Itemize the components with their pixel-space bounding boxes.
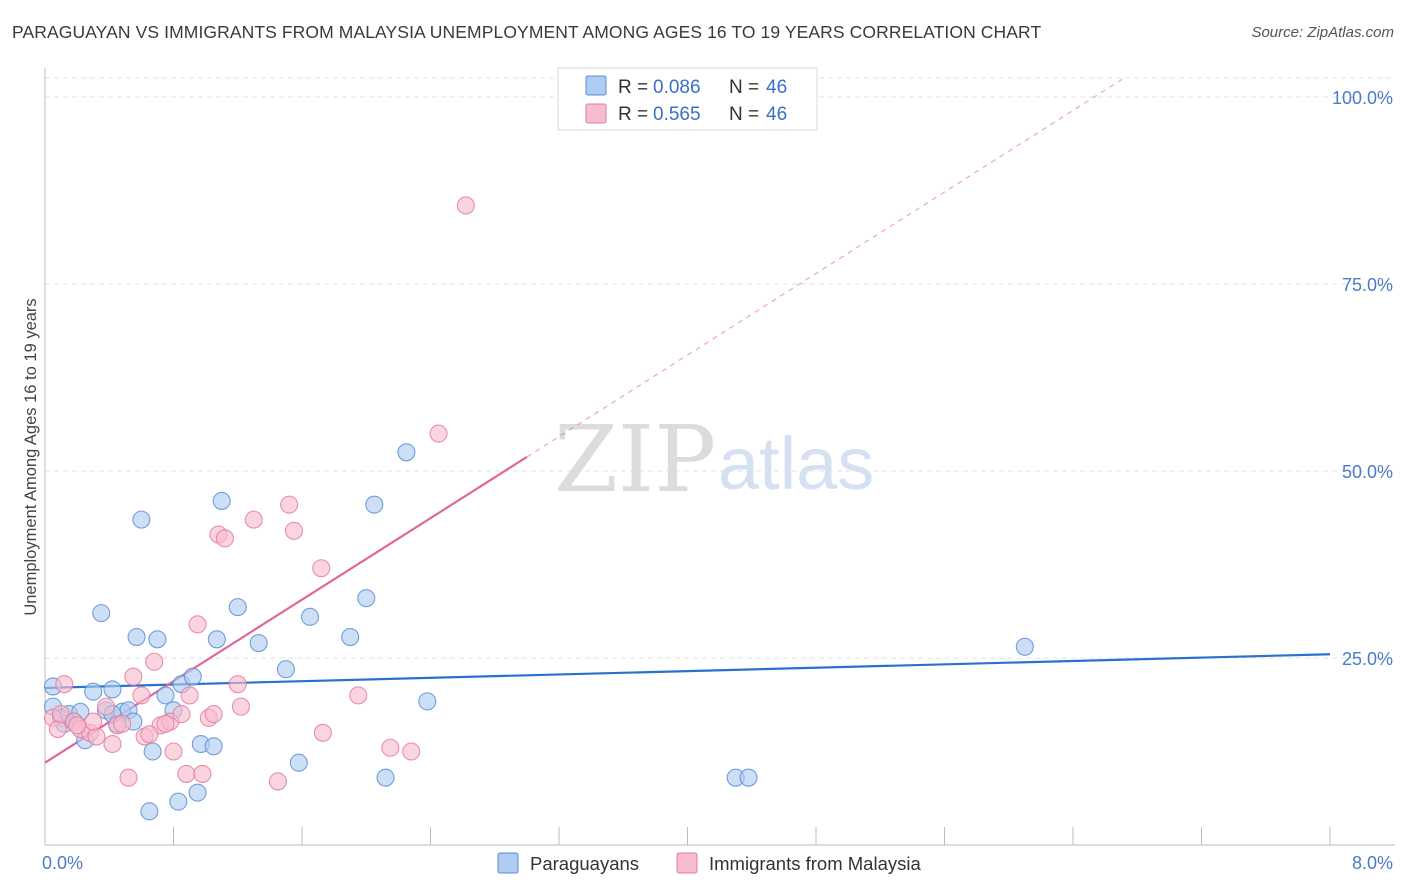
point-paraguayans bbox=[204, 737, 223, 756]
point-paraguayans bbox=[228, 598, 247, 617]
legend-n-value-2: 46 bbox=[766, 104, 787, 125]
point-malaysia bbox=[381, 738, 400, 757]
point-paraguayans bbox=[156, 686, 175, 705]
point-paraguayans bbox=[418, 692, 437, 711]
point-paraguayans bbox=[132, 510, 151, 529]
point-malaysia bbox=[87, 727, 106, 746]
point-paraguayans bbox=[289, 753, 308, 772]
point-malaysia bbox=[284, 521, 304, 540]
chart-source: Source: ZipAtlas.com bbox=[1251, 24, 1394, 41]
point-malaysia bbox=[164, 742, 183, 761]
legend-r-label-1: R = bbox=[618, 77, 648, 98]
point-paraguayans bbox=[276, 660, 295, 679]
point-paraguayans bbox=[140, 802, 159, 821]
legend-swatch-paraguayans bbox=[585, 75, 607, 96]
trend-line-malaysia-extension bbox=[526, 77, 1125, 458]
x-tick-label: 8.0% bbox=[1352, 853, 1393, 873]
point-malaysia bbox=[188, 615, 207, 634]
point-paraguayans bbox=[341, 628, 360, 647]
point-paraguayans bbox=[84, 682, 103, 701]
watermark-zip: ZIP bbox=[554, 406, 716, 513]
point-paraguayans bbox=[739, 768, 758, 787]
legend-r-label-2: R = bbox=[618, 104, 648, 125]
point-paraguayans bbox=[92, 604, 111, 623]
correlation-legend: R = 0.086 N = 46 R = 0.565 N = 46 bbox=[557, 67, 818, 131]
point-paraguayans bbox=[183, 667, 202, 686]
point-malaysia bbox=[312, 559, 331, 578]
point-malaysia bbox=[48, 720, 67, 739]
point-malaysia bbox=[103, 734, 122, 754]
point-paraguayans bbox=[1015, 637, 1034, 656]
x-tick-label: 0.0% bbox=[42, 853, 83, 873]
point-malaysia bbox=[193, 764, 212, 783]
point-malaysia bbox=[124, 667, 143, 686]
point-paraguayans bbox=[188, 783, 207, 802]
point-malaysia bbox=[119, 768, 138, 787]
point-paraguayans bbox=[127, 628, 146, 647]
point-paraguayans bbox=[300, 607, 320, 626]
series-swatch-paraguayans bbox=[497, 852, 519, 874]
point-paraguayans bbox=[103, 680, 122, 699]
legend-r-value-2: 0.565 bbox=[653, 104, 701, 125]
point-malaysia bbox=[132, 686, 151, 705]
grid-lines bbox=[45, 77, 1395, 659]
point-malaysia bbox=[268, 772, 287, 791]
series-label-paraguayans: Paraguayans bbox=[530, 853, 639, 874]
point-malaysia bbox=[113, 714, 132, 733]
point-malaysia bbox=[172, 705, 191, 724]
point-malaysia bbox=[228, 675, 247, 694]
point-malaysia bbox=[145, 652, 164, 671]
legend-n-value-1: 46 bbox=[766, 77, 787, 98]
point-malaysia bbox=[231, 697, 251, 716]
point-malaysia bbox=[55, 675, 74, 694]
watermark-atlas: atlas bbox=[718, 422, 874, 505]
watermark: ZIP atlas bbox=[554, 406, 874, 513]
point-malaysia bbox=[68, 716, 87, 735]
legend-r-value-1: 0.086 bbox=[653, 77, 701, 98]
point-malaysia bbox=[244, 510, 263, 529]
legend-n-label-1: N = bbox=[729, 77, 759, 98]
point-malaysia bbox=[313, 723, 332, 742]
point-paraguayans bbox=[143, 742, 162, 761]
point-malaysia bbox=[140, 725, 159, 744]
trend-line-paraguayans bbox=[44, 653, 1331, 690]
series-legend: Paraguayans Immigrants from Malaysia bbox=[497, 852, 921, 874]
point-paraguayans bbox=[365, 495, 384, 514]
y-axis-label: Unemployment Among Ages 16 to 19 years bbox=[22, 298, 40, 615]
point-malaysia bbox=[177, 764, 196, 783]
point-malaysia bbox=[280, 495, 299, 514]
point-paraguayans bbox=[249, 633, 268, 653]
point-malaysia bbox=[84, 712, 103, 731]
point-malaysia bbox=[180, 686, 199, 705]
series-swatch-malaysia bbox=[676, 852, 698, 874]
legend-n-label-2: N = bbox=[729, 104, 759, 125]
point-malaysia bbox=[402, 742, 421, 761]
point-paraguayans bbox=[376, 768, 395, 787]
point-paraguayans bbox=[169, 792, 188, 811]
tick-labels: 25.0% 50.0% 75.0% 100.0% 0.0% 8.0% bbox=[42, 88, 1393, 873]
point-paraguayans bbox=[212, 491, 231, 510]
point-paraguayans bbox=[357, 589, 376, 608]
point-malaysia bbox=[349, 686, 368, 705]
y-tick-label: 25.0% bbox=[1342, 649, 1393, 669]
point-paraguayans bbox=[148, 630, 167, 649]
chart-title: PARAGUAYAN VS IMMIGRANTS FROM MALAYSIA U… bbox=[12, 22, 1042, 42]
point-malaysia bbox=[429, 424, 448, 443]
y-tick-label: 100.0% bbox=[1332, 88, 1393, 108]
series-label-malaysia: Immigrants from Malaysia bbox=[709, 853, 921, 874]
point-paraguayans bbox=[397, 443, 416, 462]
point-paraguayans bbox=[207, 630, 226, 649]
point-malaysia bbox=[204, 705, 223, 724]
point-malaysia bbox=[215, 529, 234, 548]
point-malaysia bbox=[456, 196, 475, 215]
y-tick-label: 50.0% bbox=[1342, 462, 1393, 482]
point-malaysia bbox=[156, 714, 175, 733]
data-points bbox=[43, 196, 1034, 821]
legend-swatch-malaysia bbox=[585, 103, 607, 124]
y-tick-label: 75.0% bbox=[1342, 275, 1393, 295]
point-malaysia bbox=[96, 697, 116, 716]
